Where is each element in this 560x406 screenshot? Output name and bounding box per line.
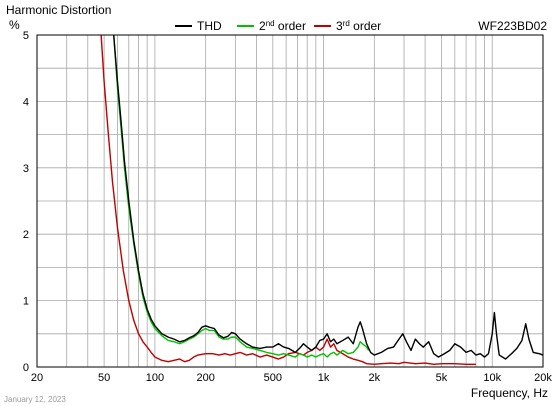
x-tick-label: 500 — [264, 372, 282, 384]
x-tick-label: 100 — [146, 372, 164, 384]
x-tick-label: 10k — [483, 372, 501, 384]
series-line-3rd-order — [100, 35, 476, 366]
series-layer — [100, 35, 543, 366]
model-label: WF223BD02 — [478, 19, 547, 33]
x-axis-label: Frequency, Hz — [471, 386, 548, 400]
legend-label-2nd-order: 2nd order — [259, 19, 306, 33]
legend: THD 2nd order 3rd order — [175, 19, 381, 33]
x-tick-label: 50 — [98, 372, 110, 384]
y-tick-label: 5 — [23, 30, 29, 42]
series-line-thd — [113, 35, 543, 360]
y-tick-label: 3 — [23, 163, 29, 175]
x-tick-label: 2k — [369, 372, 381, 384]
x-tick-label: 20k — [534, 372, 552, 384]
plot-frame — [36, 34, 544, 368]
legend-label-thd: THD — [197, 19, 222, 33]
x-tick-label: 5k — [436, 372, 448, 384]
x-tick-label: 200 — [196, 372, 214, 384]
x-tick-labels: 20 50 100 200 500 1k 2k 5k 10k 20k — [31, 372, 552, 384]
chart-title: Harmonic Distortion — [6, 3, 111, 17]
y-axis-label: % — [9, 18, 20, 32]
date-stamp: January 12, 2023 — [4, 395, 66, 404]
y-tick-label: 1 — [23, 296, 29, 308]
y-tick-label: 2 — [23, 229, 29, 241]
y-tick-label: 4 — [23, 96, 29, 108]
y-tick-labels: 0 1 2 3 4 5 — [23, 30, 29, 374]
legend-label-3rd-order: 3rd order — [336, 19, 381, 33]
grid — [37, 35, 543, 367]
x-tick-label: 20 — [31, 372, 43, 384]
x-tick-label: 1k — [318, 372, 330, 384]
y-tick-label: 0 — [23, 362, 29, 374]
series-line-2nd-order — [113, 35, 370, 358]
